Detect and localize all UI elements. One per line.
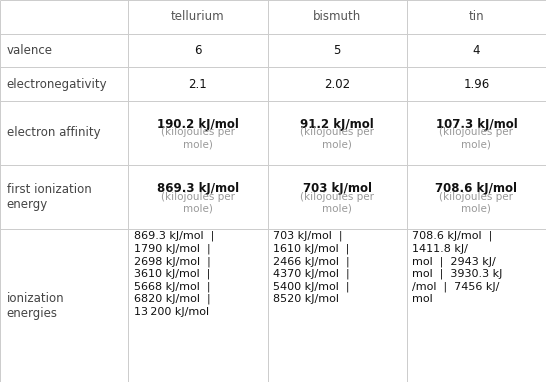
Text: 190.2 kJ/mol: 190.2 kJ/mol [157, 118, 239, 131]
Text: 869.3 kJ/mol: 869.3 kJ/mol [157, 182, 239, 195]
Text: 2698 kJ/mol  |: 2698 kJ/mol | [134, 256, 211, 267]
Text: first ionization
energy: first ionization energy [7, 183, 91, 211]
Text: mol  |  3930.3 kJ: mol | 3930.3 kJ [412, 269, 503, 279]
Text: (kilojoules per
mole): (kilojoules per mole) [161, 128, 235, 149]
Text: mol: mol [412, 294, 433, 304]
Text: 703 kJ/mol: 703 kJ/mol [302, 182, 372, 195]
Text: 91.2 kJ/mol: 91.2 kJ/mol [300, 118, 374, 131]
Text: (kilojoules per
mole): (kilojoules per mole) [300, 128, 374, 149]
Text: 4370 kJ/mol  |: 4370 kJ/mol | [273, 269, 349, 279]
Text: 708.6 kJ/mol: 708.6 kJ/mol [435, 182, 518, 195]
Text: 6820 kJ/mol  |: 6820 kJ/mol | [134, 294, 210, 304]
Text: 2466 kJ/mol  |: 2466 kJ/mol | [273, 256, 349, 267]
Text: 2.02: 2.02 [324, 78, 350, 91]
Text: (kilojoules per
mole): (kilojoules per mole) [440, 128, 513, 149]
Text: 708.6 kJ/mol  |: 708.6 kJ/mol | [412, 231, 492, 241]
Text: (kilojoules per
mole): (kilojoules per mole) [300, 192, 374, 213]
Text: 13 200 kJ/mol: 13 200 kJ/mol [134, 307, 209, 317]
Text: tin: tin [468, 10, 484, 23]
Text: mol  |  2943 kJ/: mol | 2943 kJ/ [412, 256, 496, 267]
Text: 1.96: 1.96 [463, 78, 490, 91]
Text: 5400 kJ/mol  |: 5400 kJ/mol | [273, 281, 349, 292]
Text: 1790 kJ/mol  |: 1790 kJ/mol | [134, 243, 210, 254]
Text: 8520 kJ/mol: 8520 kJ/mol [273, 294, 339, 304]
Text: electronegativity: electronegativity [7, 78, 107, 91]
Text: 2.1: 2.1 [188, 78, 207, 91]
Text: 4: 4 [473, 44, 480, 57]
Text: 6: 6 [194, 44, 201, 57]
Text: electron affinity: electron affinity [7, 126, 100, 139]
Text: (kilojoules per
mole): (kilojoules per mole) [440, 192, 513, 213]
Text: bismuth: bismuth [313, 10, 361, 23]
Text: 1411.8 kJ/: 1411.8 kJ/ [412, 244, 468, 254]
Text: 869.3 kJ/mol  |: 869.3 kJ/mol | [134, 231, 214, 241]
Text: 5668 kJ/mol  |: 5668 kJ/mol | [134, 281, 210, 292]
Text: ionization
energies: ionization energies [7, 291, 64, 320]
Text: 1610 kJ/mol  |: 1610 kJ/mol | [273, 243, 349, 254]
Text: 5: 5 [334, 44, 341, 57]
Text: valence: valence [7, 44, 52, 57]
Text: tellurium: tellurium [171, 10, 225, 23]
Text: 3610 kJ/mol  |: 3610 kJ/mol | [134, 269, 210, 279]
Text: 703 kJ/mol  |: 703 kJ/mol | [273, 231, 342, 241]
Text: /mol  |  7456 kJ/: /mol | 7456 kJ/ [412, 281, 500, 292]
Text: (kilojoules per
mole): (kilojoules per mole) [161, 192, 235, 213]
Text: 107.3 kJ/mol: 107.3 kJ/mol [436, 118, 517, 131]
